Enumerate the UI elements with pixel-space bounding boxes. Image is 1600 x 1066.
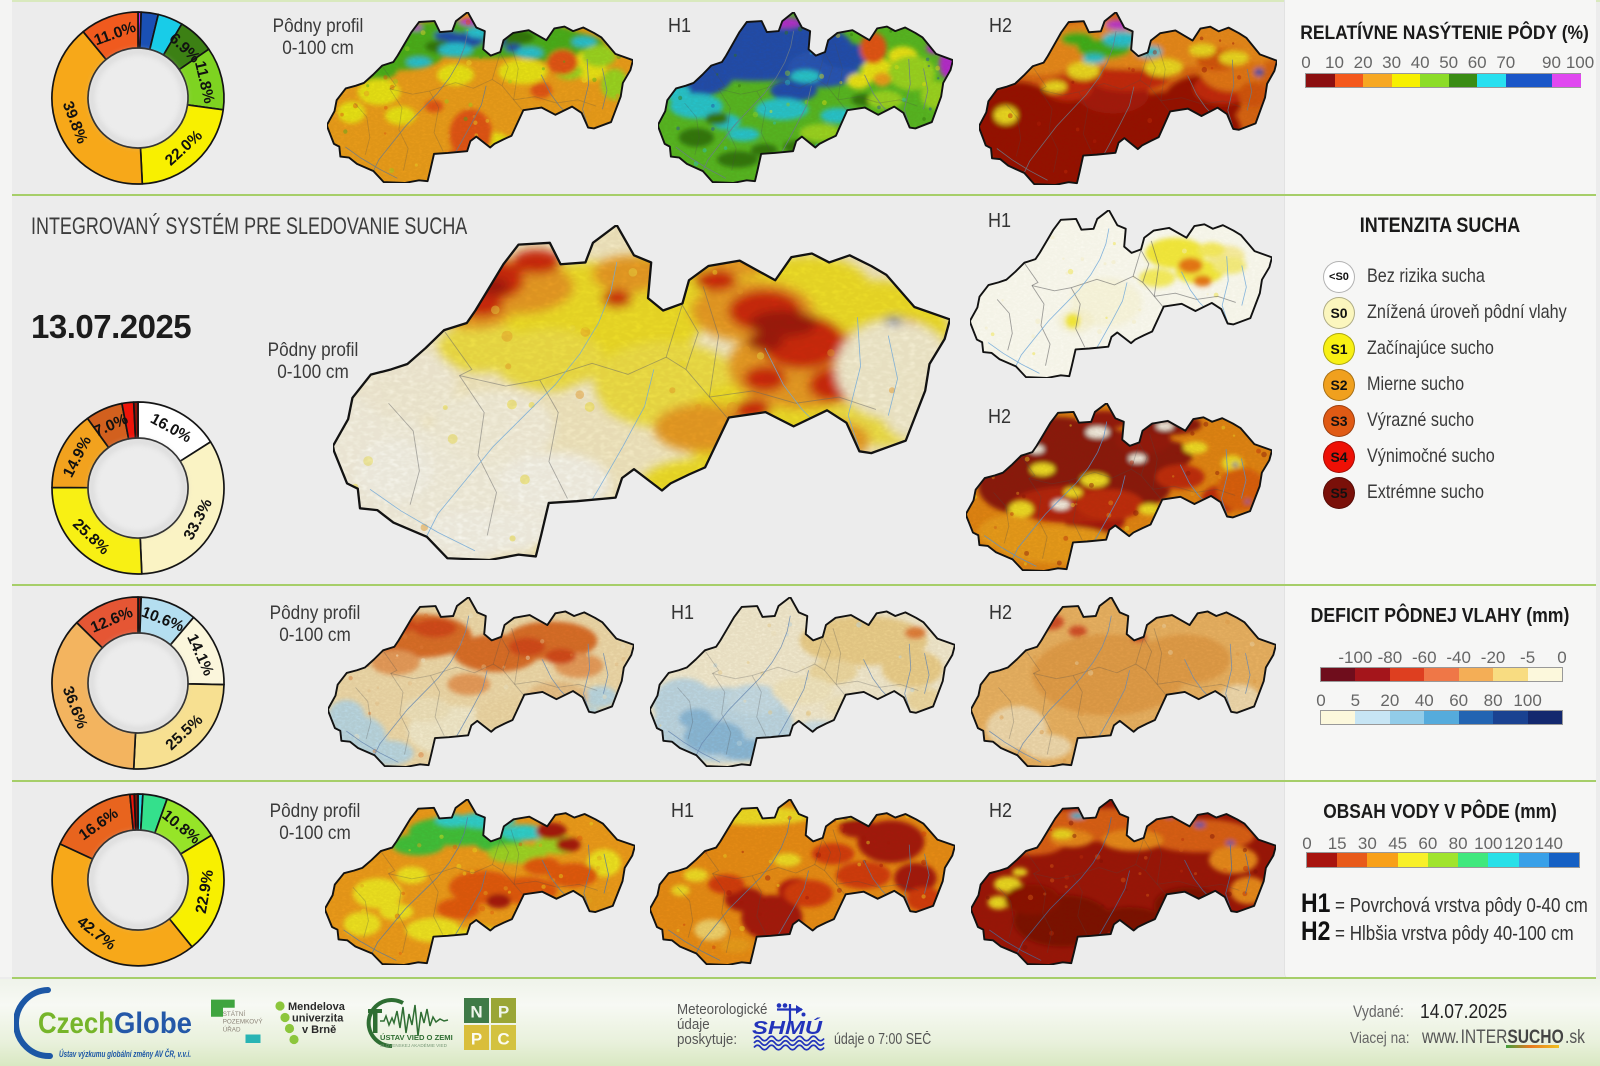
svg-text:SLOVENSKEJ AKADÉMIE VIED: SLOVENSKEJ AKADÉMIE VIED <box>380 1042 448 1048</box>
svg-text:P: P <box>471 1030 482 1049</box>
svg-text:P: P <box>498 1003 509 1022</box>
svg-text:Czech: Czech <box>38 1007 114 1040</box>
svg-text:STÁTNÍ: STÁTNÍ <box>223 1009 246 1018</box>
svg-text:N: N <box>470 1003 482 1022</box>
svg-text:univerzita: univerzita <box>292 1013 344 1025</box>
svg-text:POZEMKOVÝ: POZEMKOVÝ <box>223 1017 264 1026</box>
svg-text:Ústav výzkumu globální změny A: Ústav výzkumu globální změny AV ČR, v.v.… <box>59 1048 191 1059</box>
svg-text:ÚŘAD: ÚŘAD <box>223 1024 241 1033</box>
svg-text:C: C <box>497 1030 509 1049</box>
svg-text:v Brně: v Brně <box>302 1024 336 1036</box>
svg-text:Globe: Globe <box>114 1007 192 1040</box>
svg-text:Mendelova: Mendelova <box>288 1001 346 1013</box>
svg-text:ÚSTAV VIED O ZEMI: ÚSTAV VIED O ZEMI <box>380 1033 453 1042</box>
svg-text:SHMÚ: SHMÚ <box>752 1017 823 1038</box>
